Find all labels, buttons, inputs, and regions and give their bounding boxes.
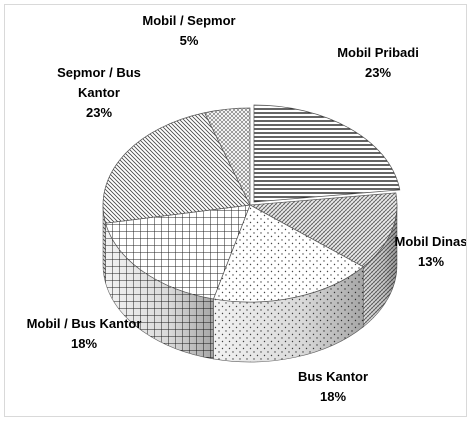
pie-side-shade-mobil-bus-kantor (105, 223, 214, 359)
data-label-mobil-sepmor: Mobil / Sepmor 5% (142, 13, 235, 48)
pie-side-shade-sepmor-bus-kantor (103, 205, 106, 284)
pie-labels: Mobil Pribadi 23% Mobil Dinas 13% Bus Kantor… (27, 13, 468, 404)
data-label-bus-kantor: Bus Kantor 18% (298, 369, 368, 404)
data-label-line: 13% (418, 254, 444, 269)
data-label-line: Mobil Pribadi (337, 45, 419, 60)
pie-side-shade-mobil-dinas (363, 205, 397, 327)
pie-slice-mobil-pribadi (253, 104, 401, 203)
data-label-line: Sepmor / Bus (57, 65, 141, 80)
data-label-sepmor-bus-kantor: Sepmor / Bus Kantor 23% (57, 65, 141, 120)
pie-slice-mobil-sepmor (204, 107, 251, 206)
data-label-line: 23% (86, 105, 112, 120)
pie-sides (102, 204, 398, 363)
data-label-line: Mobil / Bus Kantor (27, 316, 142, 331)
data-label-line: 5% (180, 33, 199, 48)
data-label-mobil-pribadi: Mobil Pribadi 23% (337, 45, 419, 80)
pie-slice-sepmor-bus-kantor (102, 112, 251, 224)
data-label-mobil-bus-kantor: Mobil / Bus Kantor 18% (27, 316, 142, 351)
data-label-line: 23% (365, 65, 391, 80)
data-label-mobil-dinas: Mobil Dinas 13% (395, 234, 468, 269)
data-label-line: Mobil Dinas (395, 234, 468, 249)
pie-tops (102, 104, 401, 303)
pie-side-shade-bus-kantor (213, 266, 364, 363)
data-label-line: 18% (71, 336, 97, 351)
pie-slice-bus-kantor (212, 204, 364, 303)
data-label-line: 18% (320, 389, 346, 404)
pie-slice-mobil-dinas (248, 192, 398, 268)
pie-slice-mobil-bus-kantor (105, 204, 251, 300)
data-label-line: Bus Kantor (298, 369, 368, 384)
data-label-line: Kantor (78, 85, 120, 100)
chart-border (4, 4, 467, 417)
data-label-line: Mobil / Sepmor (142, 13, 235, 28)
